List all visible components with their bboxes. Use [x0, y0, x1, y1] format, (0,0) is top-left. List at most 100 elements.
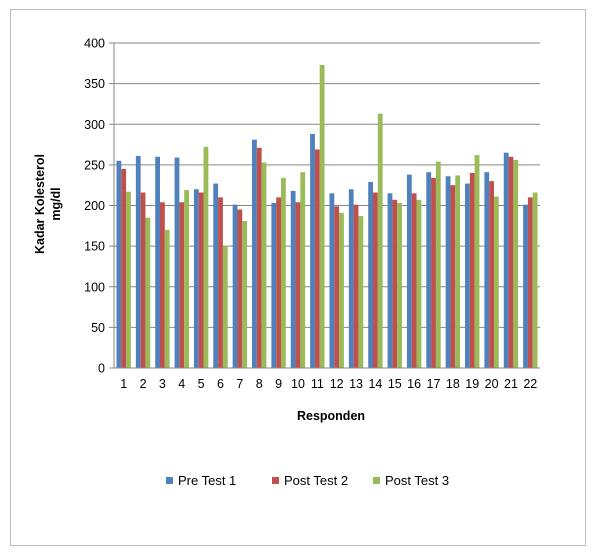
bar-3-20: [494, 197, 499, 368]
bar-1-11: [310, 134, 315, 368]
x-tick-label: 4: [178, 377, 185, 391]
x-tick-label: 21: [504, 377, 518, 391]
bar-1-15: [388, 193, 393, 368]
bar-3-3: [165, 230, 170, 368]
bar-3-21: [513, 160, 518, 368]
bar-3-4: [184, 190, 189, 368]
bar-1-5: [194, 189, 199, 368]
bar-1-2: [136, 156, 141, 368]
legend-label-3: Post Test 3: [385, 473, 449, 488]
bar-3-22: [533, 193, 538, 369]
legend-swatch-2: [272, 477, 279, 484]
x-tick-label: 18: [446, 377, 460, 391]
bar-2-22: [528, 197, 533, 368]
bar-3-10: [300, 172, 305, 368]
legend-label-2: Post Test 2: [284, 473, 348, 488]
legend: Pre Test 1 Post Test 2 Post Test 3: [166, 473, 449, 488]
bar-3-12: [339, 213, 344, 368]
bar-1-4: [175, 158, 180, 368]
bar-3-17: [436, 162, 441, 368]
bar-2-19: [470, 173, 475, 368]
bar-2-2: [141, 193, 146, 369]
y-tick-label: 300: [84, 118, 105, 132]
bar-1-17: [426, 172, 431, 368]
bar-1-20: [484, 172, 489, 368]
y-tick-label: 400: [84, 37, 105, 51]
bar-1-7: [233, 205, 238, 368]
bar-2-16: [412, 193, 417, 368]
x-tick-label: 22: [523, 377, 537, 391]
bar-3-19: [475, 155, 480, 368]
x-tick-label: 19: [465, 377, 479, 391]
bar-1-14: [368, 182, 373, 368]
bar-3-11: [320, 65, 325, 368]
bar-3-6: [223, 246, 228, 368]
bar-2-18: [450, 185, 455, 368]
x-tick-label: 12: [330, 377, 344, 391]
bar-2-14: [373, 193, 378, 369]
y-tick-label: 0: [98, 362, 105, 376]
x-tick-label: 15: [388, 377, 402, 391]
bars: [116, 65, 537, 368]
bar-2-11: [315, 149, 320, 368]
bar-2-10: [296, 202, 301, 368]
bar-1-6: [213, 184, 218, 368]
bar-2-5: [199, 193, 204, 369]
bar-3-7: [242, 221, 247, 368]
bar-1-3: [155, 157, 160, 368]
x-tick-label: 6: [217, 377, 224, 391]
bar-2-7: [237, 210, 242, 368]
bar-2-8: [257, 148, 262, 368]
bar-1-21: [504, 153, 509, 368]
bar-2-6: [218, 197, 223, 368]
bar-3-1: [126, 192, 131, 368]
y-tick-labels: 0 50 100 150 200 250 300 350 400: [84, 37, 114, 376]
bar-1-16: [407, 175, 412, 368]
bar-1-10: [291, 191, 296, 368]
x-tick-label: 11: [311, 377, 324, 391]
bar-2-4: [179, 202, 184, 368]
y-tick-label: 200: [84, 199, 105, 213]
bar-1-19: [465, 184, 470, 368]
x-tick-label: 5: [198, 377, 205, 391]
bar-1-8: [252, 140, 257, 368]
bar-2-1: [121, 169, 126, 368]
y-tick-label: 100: [84, 280, 105, 294]
bar-1-12: [329, 193, 334, 368]
y-axis-title: Kadar Kolesterol mg/dl: [33, 154, 63, 254]
bar-1-1: [116, 161, 121, 368]
bar-3-15: [397, 203, 402, 368]
x-tick-label: 8: [256, 377, 263, 391]
bar-3-18: [455, 175, 460, 368]
y-tick-label: 150: [84, 240, 105, 254]
bar-2-13: [354, 205, 359, 368]
bar-1-22: [523, 205, 528, 368]
bar-3-8: [262, 162, 267, 368]
bar-1-9: [271, 203, 276, 368]
x-tick-label: 1: [120, 377, 127, 391]
bar-2-9: [276, 197, 281, 368]
legend-swatch-3: [373, 477, 380, 484]
x-tick-label: 3: [159, 377, 166, 391]
bar-3-16: [417, 200, 422, 368]
y-tick-label: 250: [84, 158, 105, 172]
x-tick-label: 13: [349, 377, 363, 391]
legend-label-1: Pre Test 1: [178, 473, 236, 488]
x-tick-labels: 1 2 3 4 5 6 7 8 9 10 11 12 13 14 15 16 17 18 19 20 21 22: [120, 377, 537, 391]
bar-3-14: [378, 114, 383, 368]
bar-2-17: [431, 178, 436, 368]
bar-2-21: [509, 157, 514, 368]
bar-1-13: [349, 189, 354, 368]
x-tick-label: 16: [407, 377, 421, 391]
y-tick-label: 350: [84, 77, 105, 91]
bar-3-5: [204, 147, 209, 368]
y-axis-title-line2: mg/dl: [49, 187, 63, 220]
bar-2-12: [334, 206, 339, 368]
legend-swatch-1: [166, 477, 173, 484]
x-tick-label: 9: [275, 377, 282, 391]
x-tick-label: 14: [368, 377, 382, 391]
x-tick-label: 20: [485, 377, 499, 391]
x-tick-label: 17: [427, 377, 441, 391]
x-tick-label: 2: [140, 377, 147, 391]
